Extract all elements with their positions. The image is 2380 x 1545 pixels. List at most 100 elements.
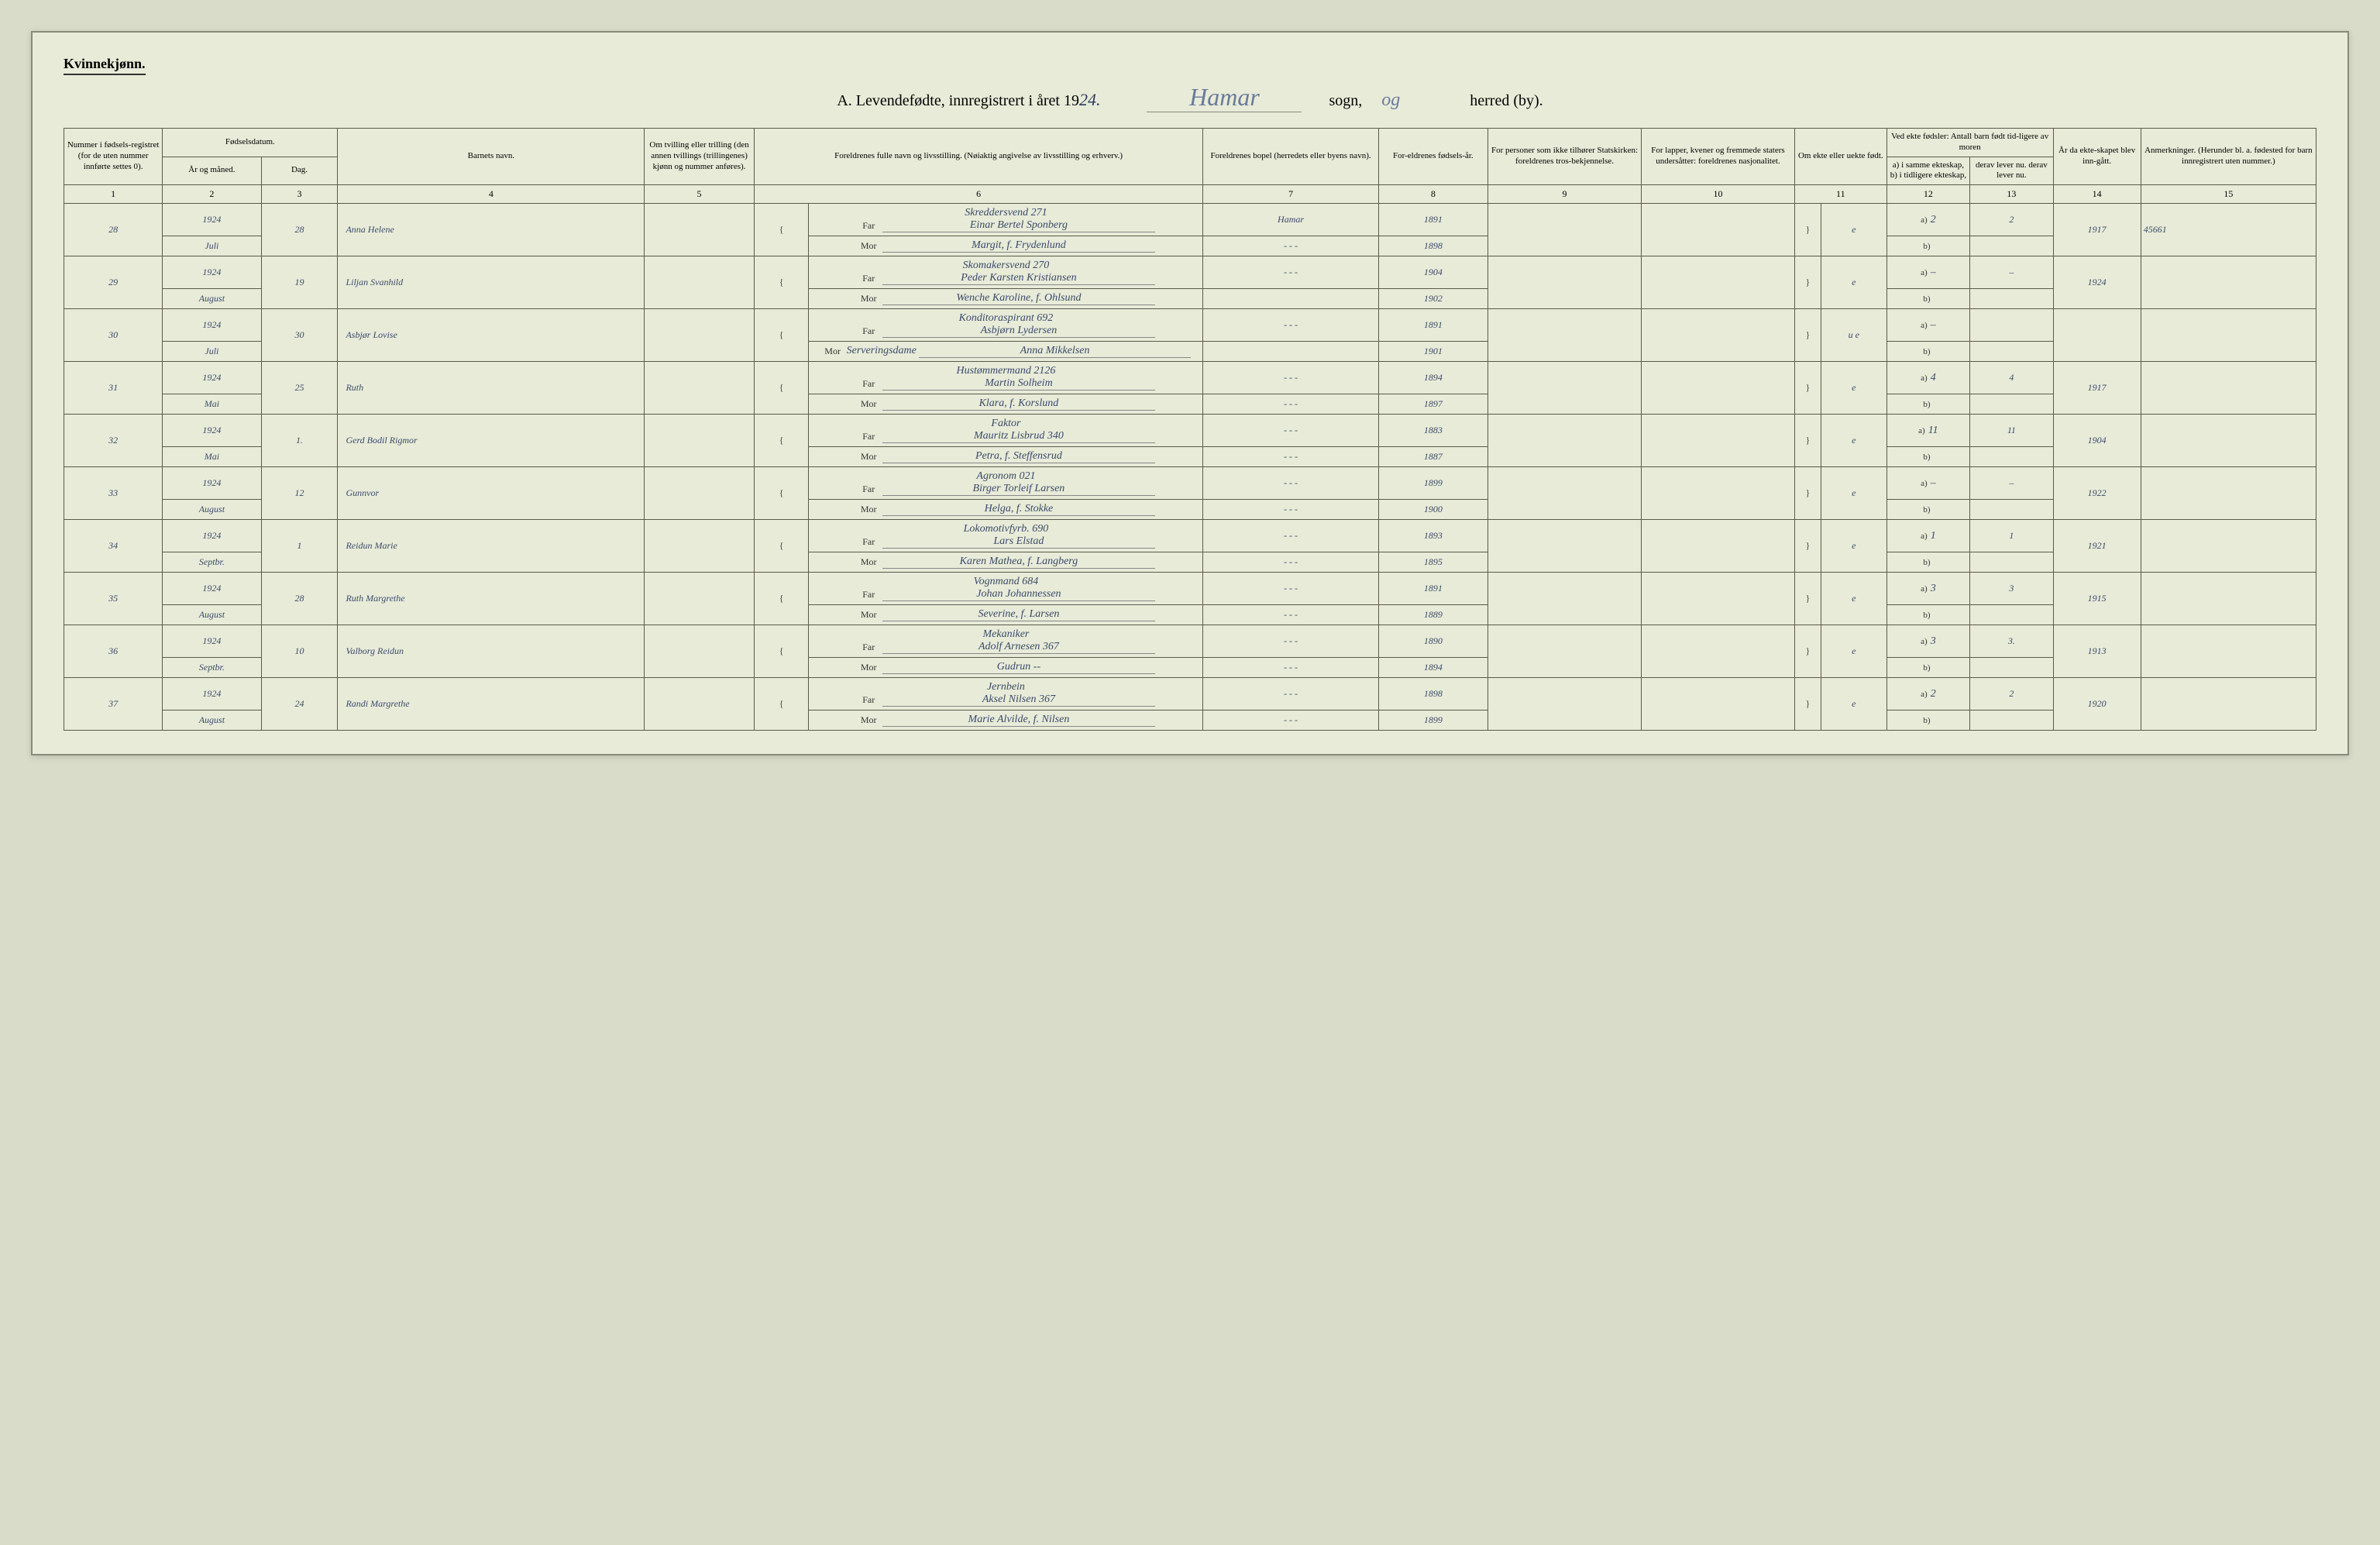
religion-cell bbox=[1488, 415, 1642, 467]
far-label: Far bbox=[857, 220, 880, 232]
colnum: 10 bbox=[1642, 185, 1795, 204]
b-lever bbox=[1970, 658, 2053, 678]
twin-cell bbox=[645, 256, 754, 309]
col-header-2-top: Fødselsdatum. bbox=[163, 129, 338, 157]
a-label: a) bbox=[1921, 373, 1928, 383]
a-cell: a)3 bbox=[1886, 573, 1969, 605]
col-header-3: Dag. bbox=[261, 157, 338, 185]
col-header-12-top: Ved ekte fødsler: Antall barn født tid-l… bbox=[1886, 129, 2053, 157]
page-title-line: A. Levendefødte, innregistrert i året 19… bbox=[64, 83, 2316, 112]
column-number-row: 1 2 3 4 5 6 7 8 9 10 11 12 13 14 15 bbox=[64, 185, 2316, 204]
b-label: b) bbox=[1923, 452, 1930, 462]
day: 25 bbox=[261, 362, 338, 415]
annotation bbox=[2141, 309, 2316, 362]
col-header-1: Nummer i fødsels-registret (for de uten … bbox=[64, 129, 163, 185]
father-name: Lars Elstad bbox=[882, 535, 1154, 549]
month: Juli bbox=[163, 342, 261, 362]
b-cell: b) bbox=[1886, 342, 1969, 362]
brace-icon: { bbox=[754, 415, 809, 467]
gender-label: Kvinnekjønn. bbox=[64, 56, 146, 75]
a-value: 1 bbox=[1931, 530, 1936, 542]
a-label: a) bbox=[1921, 479, 1928, 488]
mother-name: Helga, f. Stokke bbox=[882, 503, 1154, 516]
table-row: 28 1924 28 Anna Helene { Skreddersvend 2… bbox=[64, 204, 2316, 236]
mother-name: Severine, f. Larsen bbox=[882, 608, 1154, 621]
month: Mai bbox=[163, 447, 261, 467]
far-label: Far bbox=[857, 378, 880, 390]
mother-occupation: Serveringsdame bbox=[847, 345, 917, 356]
mother-cell: Mor Karen Mathea, f. Langberg bbox=[809, 552, 1203, 573]
b-lever bbox=[1970, 342, 2053, 362]
b-label: b) bbox=[1923, 716, 1930, 725]
sogn-handwritten: Hamar bbox=[1147, 83, 1302, 112]
month: August bbox=[163, 605, 261, 625]
father-occupation: Jernbein bbox=[811, 681, 1200, 693]
father-occupation: Faktor bbox=[811, 418, 1200, 430]
a-cell: a)2 bbox=[1886, 204, 1969, 236]
twin-cell bbox=[645, 520, 754, 573]
religion-cell bbox=[1488, 309, 1642, 362]
marriage-year: 1913 bbox=[2053, 625, 2141, 678]
col-header-5: Om tvilling eller trilling (den annen tv… bbox=[645, 129, 754, 185]
father-cell: Konditoraspirant 692 Far Asbjørn Lyderse… bbox=[809, 309, 1203, 342]
year: 1924 bbox=[163, 256, 261, 289]
birthyear-mor: 1895 bbox=[1378, 552, 1488, 573]
residence-mor: - - - bbox=[1203, 552, 1378, 573]
mor-label: Mor bbox=[857, 662, 880, 673]
child-name: Liljan Svanhild bbox=[338, 256, 645, 309]
annotation bbox=[2141, 573, 2316, 625]
col-header-9: For personer som ikke tilhører Statskirk… bbox=[1488, 129, 1642, 185]
child-name: Gunnvor bbox=[338, 467, 645, 520]
father-name: Johan Johannessen bbox=[882, 588, 1154, 601]
title-prefix: A. Levendefødte, innregistrert i året 19 bbox=[837, 92, 1079, 109]
col-header-6: Foreldrenes fulle navn og livsstilling. … bbox=[754, 129, 1203, 185]
religion-cell bbox=[1488, 520, 1642, 573]
col-header-13: derav lever nu. derav lever nu. bbox=[1970, 157, 2053, 185]
residence-mor: - - - bbox=[1203, 711, 1378, 731]
father-name: Einar Bertel Sponberg bbox=[882, 219, 1154, 232]
twin-cell bbox=[645, 362, 754, 415]
col-header-7: Foreldrenes bopel (herredets eller byens… bbox=[1203, 129, 1378, 185]
a-value: 3 bbox=[1931, 635, 1936, 647]
mor-label: Mor bbox=[857, 556, 880, 568]
brace-icon: } bbox=[1794, 415, 1821, 467]
residence-mor: - - - bbox=[1203, 236, 1378, 256]
birthyear-far: 1891 bbox=[1378, 204, 1488, 236]
entry-number: 28 bbox=[64, 204, 163, 256]
father-name: Mauritz Lisbrud 340 bbox=[882, 430, 1154, 443]
brace-icon: { bbox=[754, 204, 809, 256]
table-row: 29 1924 19 Liljan Svanhild { Skomakersve… bbox=[64, 256, 2316, 289]
annotation bbox=[2141, 362, 2316, 415]
colnum: 11 bbox=[1794, 185, 1886, 204]
month: August bbox=[163, 500, 261, 520]
b-cell: b) bbox=[1886, 552, 1969, 573]
a-cell: a)3 bbox=[1886, 625, 1969, 658]
twin-cell bbox=[645, 415, 754, 467]
a-label: a) bbox=[1921, 321, 1928, 330]
entry-number: 29 bbox=[64, 256, 163, 309]
mother-cell: Mor Gudrun -- bbox=[809, 658, 1203, 678]
year: 1924 bbox=[163, 678, 261, 711]
residence-mor bbox=[1203, 342, 1378, 362]
residence-far: Hamar bbox=[1203, 204, 1378, 236]
b-lever bbox=[1970, 500, 2053, 520]
year: 1924 bbox=[163, 625, 261, 658]
a-lever: 11 bbox=[1970, 415, 2053, 447]
b-lever bbox=[1970, 711, 2053, 731]
a-lever bbox=[1970, 309, 2053, 342]
entry-number: 33 bbox=[64, 467, 163, 520]
brace-icon: { bbox=[754, 362, 809, 415]
entry-number: 34 bbox=[64, 520, 163, 573]
father-cell: Hustømmermand 2126 Far Martin Solheim bbox=[809, 362, 1203, 394]
entry-number: 31 bbox=[64, 362, 163, 415]
year: 1924 bbox=[163, 520, 261, 552]
b-cell: b) bbox=[1886, 236, 1969, 256]
far-label: Far bbox=[857, 642, 880, 653]
residence-mor: - - - bbox=[1203, 394, 1378, 415]
a-value: 2 bbox=[1931, 214, 1936, 225]
twin-cell bbox=[645, 678, 754, 731]
colnum: 9 bbox=[1488, 185, 1642, 204]
mother-name: Wenche Karoline, f. Ohlsund bbox=[882, 292, 1154, 305]
father-cell: Mekaniker Far Adolf Arnesen 367 bbox=[809, 625, 1203, 658]
religion-cell bbox=[1488, 625, 1642, 678]
